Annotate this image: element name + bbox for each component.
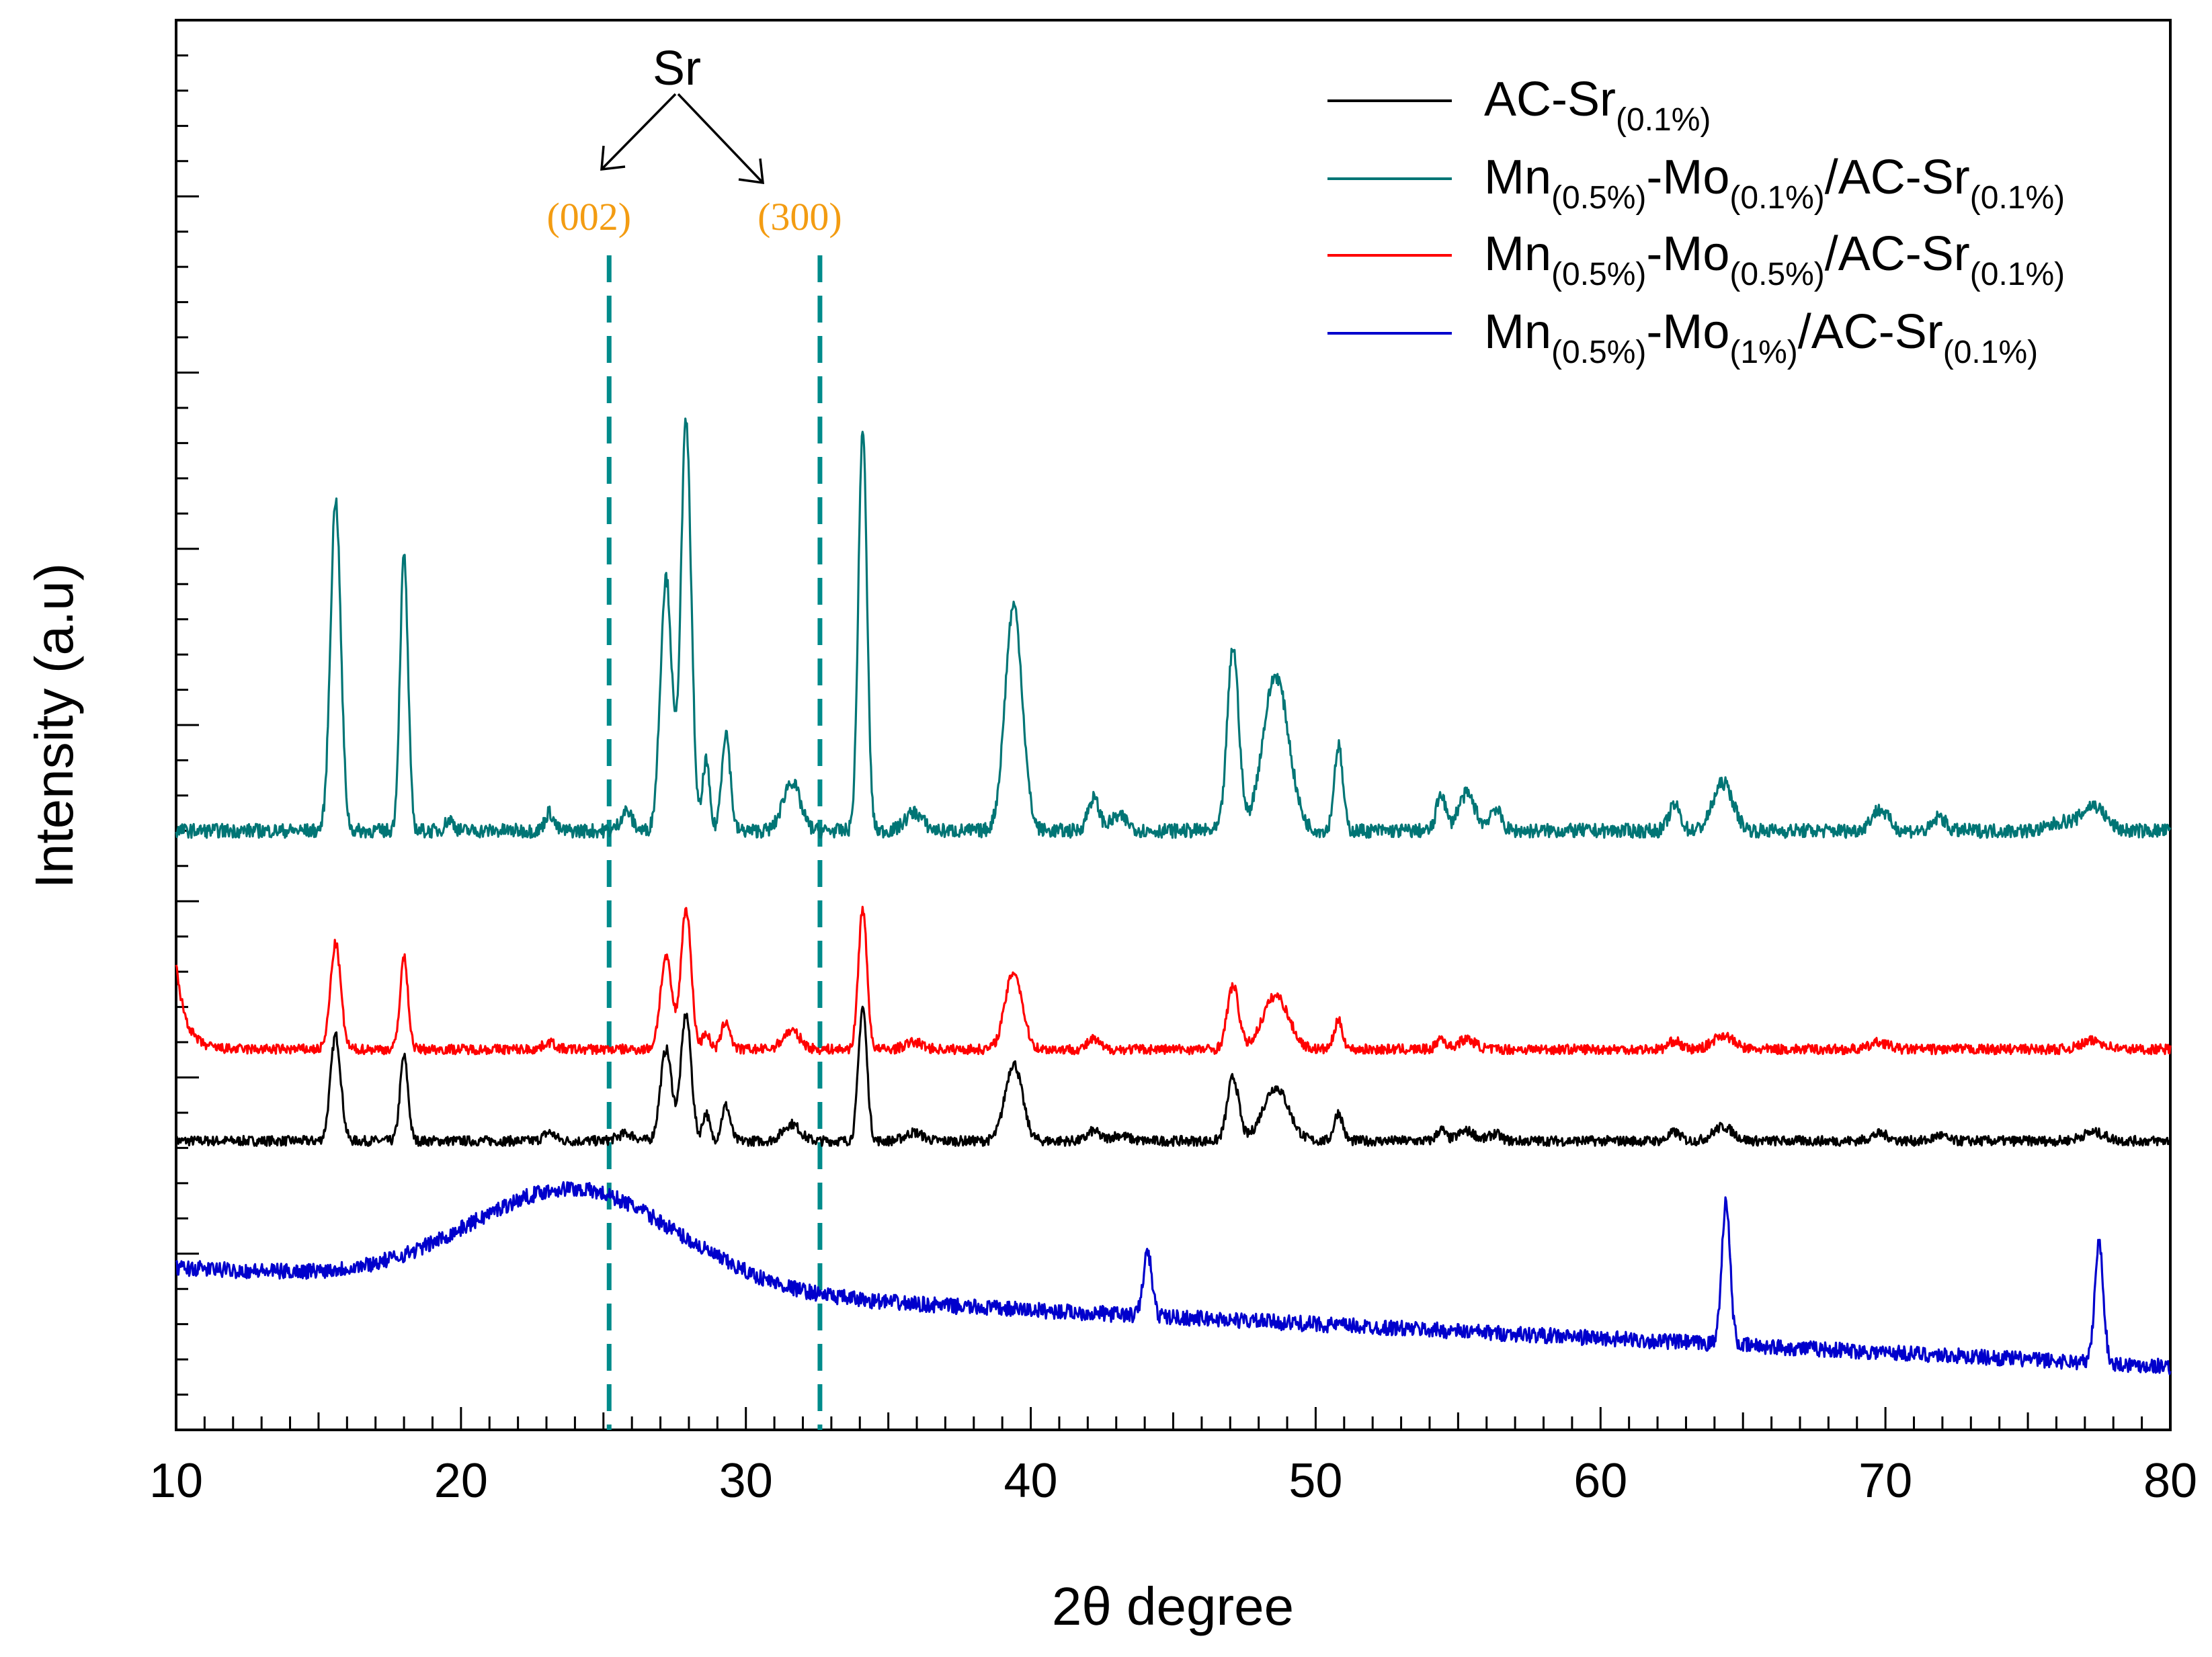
legend-1-sub-1: (0.1%) <box>1729 180 1824 216</box>
x-tick-label: 30 <box>719 1454 773 1508</box>
series-line-1 <box>175 417 2172 839</box>
legend-2-part-1: -Mo <box>1646 227 1729 281</box>
legend-ac-sr-sub: (0.1%) <box>1616 102 1711 138</box>
series-line-2 <box>175 906 2172 1056</box>
x-tick-label: 70 <box>1858 1454 1912 1508</box>
legend-label-mo-0-1: Mn(0.5%)-Mo(0.1%)/AC-Sr(0.1%) <box>1484 151 2065 216</box>
legend-1-part-1: -Mo <box>1646 151 1729 204</box>
legend-2-part-2: /AC-Sr <box>1825 227 1970 281</box>
x-tick-labels: 10 20 30 40 50 60 70 80 <box>149 1454 2197 1508</box>
legend-1-part-0: Mn <box>1484 151 1551 204</box>
legend-3-sub-0: (0.5%) <box>1551 335 1646 370</box>
sr-arrows <box>600 93 764 185</box>
sr-arrow-left-head <box>600 145 626 171</box>
legend-1-sub-2: (0.1%) <box>1970 180 2065 216</box>
legend-2-sub-0: (0.5%) <box>1551 257 1646 292</box>
x-axis-label: 2θ degree <box>1052 1576 1294 1636</box>
reference-lines: (002) (300) <box>546 195 842 1430</box>
sr-arrow-right <box>677 93 764 184</box>
legend-label-mo-1: Mn(0.5%)-Mo(1%)/AC-Sr(0.1%) <box>1484 305 2038 370</box>
x-tick-label: 20 <box>434 1454 488 1508</box>
ref-line-label: (002) <box>546 195 631 239</box>
legend-1-part-2: /AC-Sr <box>1825 151 1970 204</box>
series-layer <box>175 417 2172 1375</box>
legend-2-sub-1: (0.5%) <box>1729 257 1824 292</box>
y-axis-label: Intensity (a.u) <box>24 563 84 889</box>
legend-1-sub-0: (0.5%) <box>1551 180 1646 216</box>
legend-ac-sr-main: AC-Sr <box>1484 73 1616 126</box>
legend-2-sub-2: (0.1%) <box>1970 257 2065 292</box>
x-tick-label: 80 <box>2143 1454 2197 1508</box>
legend: AC-Sr(0.1%) Mn(0.5%)-Mo(0.1%)/AC-Sr(0.1%… <box>1327 73 2065 370</box>
legend-3-part-0: Mn <box>1484 305 1551 359</box>
x-tick-label: 10 <box>149 1454 203 1508</box>
legend-label-ac-sr: AC-Sr(0.1%) <box>1484 73 1711 138</box>
legend-3-part-1: -Mo <box>1646 305 1729 359</box>
x-tick-label: 50 <box>1288 1454 1342 1508</box>
x-tick-label: 40 <box>1004 1454 1058 1508</box>
ref-line-label: (300) <box>757 195 842 239</box>
sr-arrow-right-head <box>738 158 764 185</box>
legend-2-part-0: Mn <box>1484 227 1551 281</box>
axis-ticks <box>175 19 2172 1431</box>
legend-3-part-2: /AC-Sr <box>1798 305 1943 359</box>
legend-label-mo-0-5: Mn(0.5%)-Mo(0.5%)/AC-Sr(0.1%) <box>1484 227 2065 292</box>
legend-3-sub-2: (0.1%) <box>1943 335 2038 370</box>
series-line-0 <box>175 1005 2171 1147</box>
legend-3-sub-1: (1%) <box>1729 335 1797 370</box>
series-line-3 <box>175 1181 2172 1375</box>
sr-arrow-left <box>600 93 677 171</box>
x-tick-label: 60 <box>1573 1454 1627 1508</box>
sr-annotation-label: Sr <box>653 42 701 95</box>
